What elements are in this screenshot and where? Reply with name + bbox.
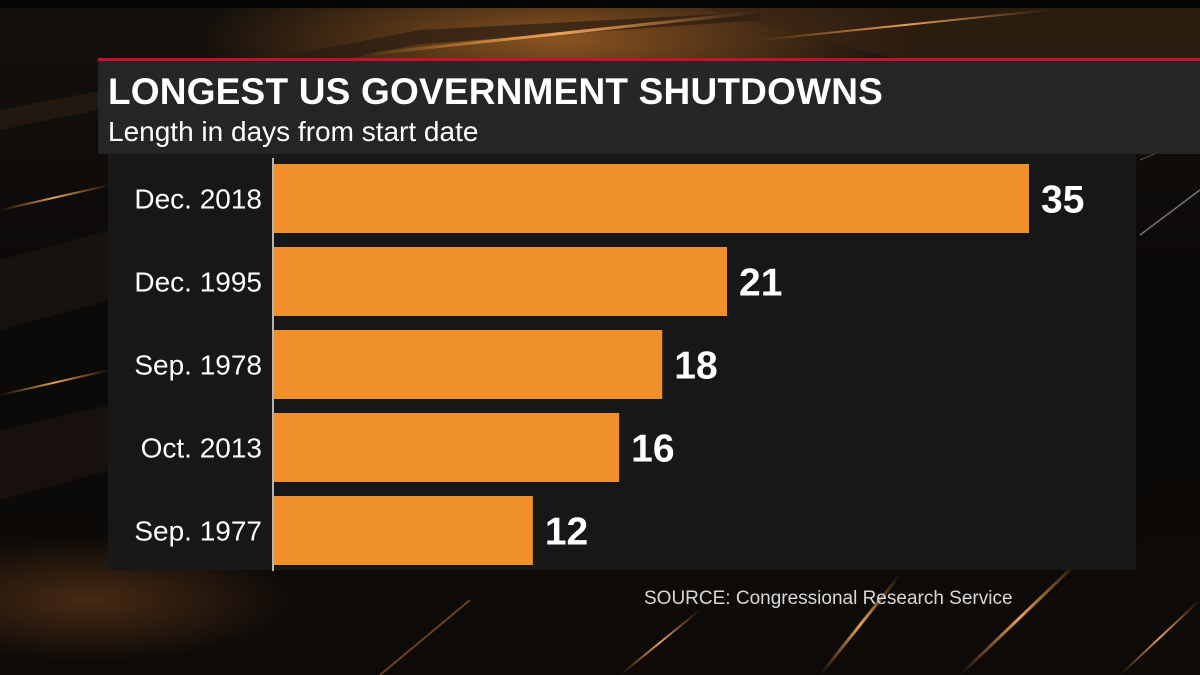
category-label: Oct. 2013 [141, 433, 262, 464]
bar [274, 247, 727, 316]
category-label: Sep. 1977 [134, 516, 262, 547]
category-label: Dec. 1995 [134, 267, 262, 298]
title-panel: LONGEST US GOVERNMENT SHUTDOWNS Length i… [98, 58, 1200, 154]
chart-subtitle: Length in days from start date [108, 116, 479, 147]
bar [274, 413, 620, 482]
category-label: Sep. 1978 [134, 350, 262, 381]
bar [274, 164, 1029, 233]
data-label: 21 [739, 262, 782, 305]
category-label: Dec. 2018 [134, 184, 262, 215]
data-label: 12 [545, 511, 588, 554]
data-label: 35 [1041, 179, 1084, 222]
chart-title: LONGEST US GOVERNMENT SHUTDOWNS [108, 71, 883, 112]
bar [274, 496, 533, 565]
bar [274, 330, 663, 399]
source-note: SOURCE: Congressional Research Service [644, 588, 1013, 609]
data-label: 16 [631, 428, 674, 471]
data-label: 18 [674, 345, 717, 388]
top-letterbox-band [0, 0, 1200, 8]
